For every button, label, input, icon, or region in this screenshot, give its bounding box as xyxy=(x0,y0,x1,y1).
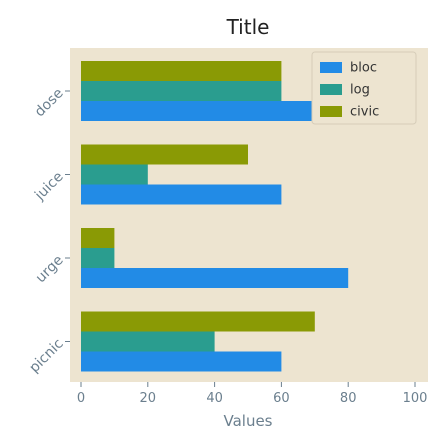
x-axis-label: Values xyxy=(223,412,272,430)
x-tick-label-80: 80 xyxy=(340,391,357,406)
legend: bloc log civic xyxy=(311,51,417,125)
bar-log-dose xyxy=(81,81,282,101)
bar-bloc-dose xyxy=(81,101,315,121)
y-tick-label-dose: dose xyxy=(32,85,67,120)
x-tick-label-20: 20 xyxy=(140,391,157,406)
x-axis: 0 20 40 60 80 100 xyxy=(77,382,428,406)
bar-log-picnic xyxy=(81,331,215,352)
bar-bloc-urge xyxy=(81,268,349,288)
bar-bloc-juice xyxy=(81,184,282,205)
legend-label-bloc: bloc xyxy=(350,61,377,76)
bar-bloc-picnic xyxy=(81,351,282,372)
legend-label-log: log xyxy=(350,83,370,98)
legend-swatch-civic xyxy=(320,106,342,117)
bar-civic-juice xyxy=(81,144,248,165)
legend-swatch-log xyxy=(320,84,342,95)
y-tick-label-picnic: picnic xyxy=(26,336,66,376)
bar-log-urge xyxy=(81,248,115,268)
bar-civic-dose xyxy=(81,61,282,81)
y-tick-label-juice: juice xyxy=(31,169,66,204)
x-tick-label-100: 100 xyxy=(403,391,428,406)
x-tick-label-40: 40 xyxy=(206,391,223,406)
bars-group xyxy=(81,61,349,372)
bar-civic-urge xyxy=(81,228,115,248)
bar-log-juice xyxy=(81,164,148,185)
y-tick-label-urge: urge xyxy=(33,252,67,286)
legend-label-civic: civic xyxy=(350,105,379,120)
y-axis: dose juice urge picnic xyxy=(26,85,70,376)
bar-civic-picnic xyxy=(81,311,315,332)
chart-title: Title xyxy=(226,15,270,39)
x-tick-label-0: 0 xyxy=(77,391,85,406)
legend-swatch-bloc xyxy=(320,62,342,73)
x-tick-label-60: 60 xyxy=(273,391,290,406)
